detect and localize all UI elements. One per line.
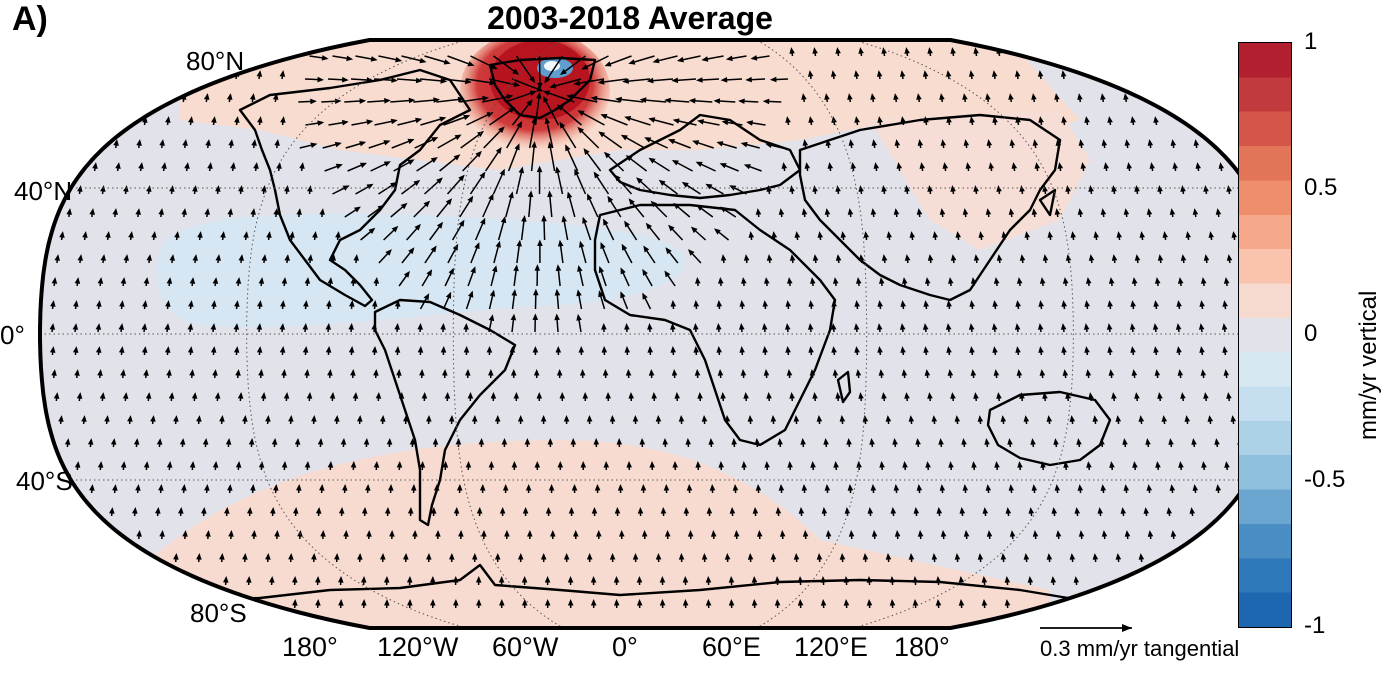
colorbar xyxy=(1238,42,1292,628)
japan-coast xyxy=(1038,188,1057,217)
lon-label-180w: 180° xyxy=(282,632,338,662)
asia-coast xyxy=(798,113,1062,302)
colorbar-tick-minus-0-5: -0.5 xyxy=(1304,466,1346,493)
southern-positive-region xyxy=(150,440,1050,628)
lon-label-0: 0° xyxy=(612,632,638,662)
colorbar-tick-0-5: 0.5 xyxy=(1304,174,1338,201)
colorbar-tick-0: 0 xyxy=(1304,320,1318,347)
panel-label: A) xyxy=(12,0,48,38)
europe-coast xyxy=(608,113,802,200)
reference-arrow xyxy=(1040,624,1132,632)
madagascar-coast xyxy=(836,370,852,404)
lat-label-80n: 80°N xyxy=(186,46,245,76)
tropical-negative-region xyxy=(156,213,686,328)
lon-label-120w: 120°W xyxy=(377,632,459,662)
colorbar-tick-1: 1 xyxy=(1304,28,1318,55)
colorbar-label: mm/yr vertical xyxy=(1355,290,1382,440)
lat-label-40s: 40°S xyxy=(16,466,73,496)
graticule xyxy=(40,40,1240,628)
north-america-coast xyxy=(238,68,472,308)
graticule-meridians xyxy=(246,40,1074,628)
lon-label-180e: 180° xyxy=(894,632,950,662)
colorbar-tick-minus-1: -1 xyxy=(1304,612,1326,639)
map-title: 2003-2018 Average xyxy=(487,0,773,36)
australia-coast xyxy=(986,390,1112,467)
lon-label-60w: 60°W xyxy=(492,632,559,662)
lat-label-80s: 80°S xyxy=(190,598,247,628)
lat-label-equator: 0° xyxy=(0,320,25,350)
lon-label-60e: 60°E xyxy=(702,632,761,662)
reference-vector-label: 0.3 mm/yr tangential xyxy=(1040,636,1240,661)
africa-coast xyxy=(593,203,837,447)
lat-label-40n: 40°N xyxy=(14,176,73,206)
lon-label-120e: 120°E xyxy=(794,632,868,662)
